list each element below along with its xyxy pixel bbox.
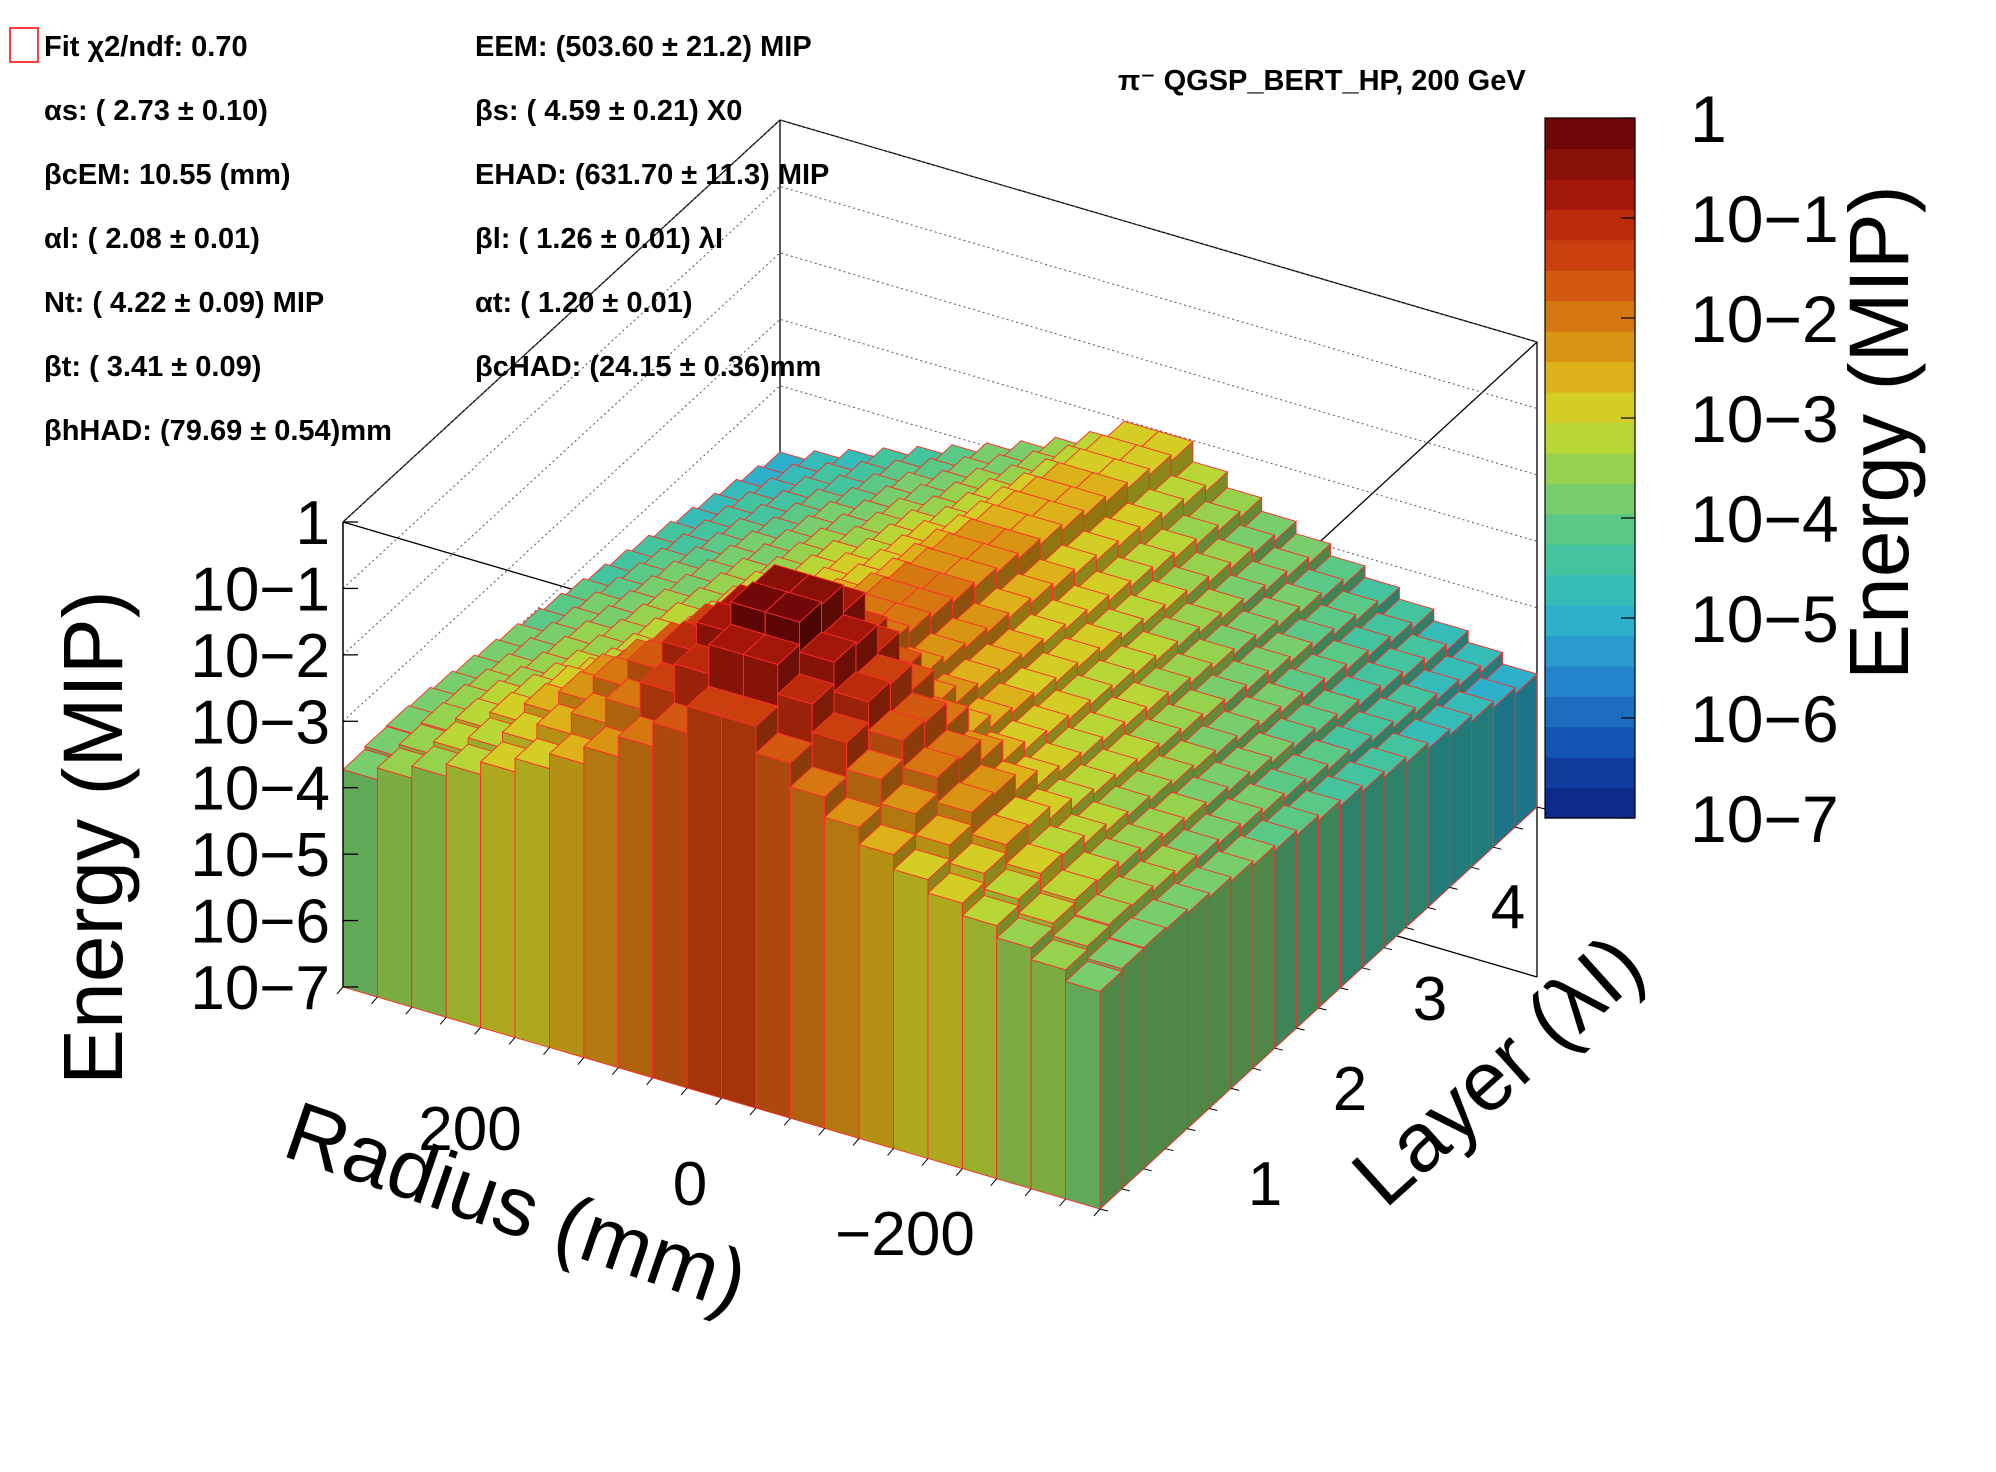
colorbar-swatch — [1545, 696, 1635, 728]
colorbar-swatch — [1545, 300, 1635, 332]
colorbar: 1 10−1 10−2 10−3 10−4 10−5 10−6 10−7 — [1544, 82, 1839, 856]
colorbar-swatch — [1545, 422, 1635, 454]
colorbar-tick-label: 10−6 — [1690, 682, 1839, 756]
z-tick-label: 10−4 — [190, 755, 330, 824]
colorbar-tick-label: 10−1 — [1690, 182, 1839, 256]
colorbar-swatch — [1545, 604, 1635, 636]
colorbar-swatch — [1545, 331, 1635, 363]
colorbar-swatch — [1545, 391, 1635, 423]
colorbar-swatch — [1545, 726, 1635, 758]
colorbar-swatch — [1545, 209, 1635, 241]
legend-entry-alpha-l: αl: ( 2.08 ± 0.01) — [44, 223, 260, 255]
z-tick-label: 10−1 — [190, 555, 330, 624]
z-axis-title: Energy (MIP) — [46, 590, 140, 1085]
colorbar-swatch — [1545, 665, 1635, 697]
y-tick-label: 3 — [1413, 965, 1447, 1034]
x-tick-label: 200 — [418, 1095, 521, 1164]
colorbar-swatch — [1545, 118, 1635, 150]
legend-entry-beta-l: βl: ( 1.26 ± 0.01) λI — [475, 223, 723, 255]
colorbar-swatch — [1545, 361, 1635, 393]
z-tick-label: 10−6 — [190, 888, 330, 957]
legend-entry-n-t: Nt: ( 4.22 ± 0.09) MIP — [44, 287, 324, 319]
colorbar-swatch — [1545, 513, 1635, 545]
legend-marker — [9, 27, 39, 63]
colorbar-swatch — [1545, 757, 1635, 789]
colorbar-swatch — [1545, 574, 1635, 606]
x-tick-label: −200 — [835, 1200, 975, 1269]
legend-entry-beta-s: βs: ( 4.59 ± 0.21) X0 — [475, 95, 742, 127]
colorbar-swatch — [1545, 635, 1635, 667]
y-tick-label: 2 — [1333, 1055, 1367, 1124]
y-tick-label: 1 — [1248, 1150, 1282, 1219]
colorbar-tick-label: 10−2 — [1690, 282, 1839, 356]
legend-entry-beta-h-had: βhHAD: (79.69 ± 0.54)mm — [44, 415, 392, 447]
legend-entry-e-had: EHAD: (631.70 ± 11.3) MIP — [475, 159, 829, 191]
lego-bar — [1064, 960, 1123, 1211]
x-tick-label: 0 — [673, 1150, 707, 1219]
chart-title: π⁻ QGSP_BERT_HP, 200 GeV — [1118, 65, 1526, 97]
colorbar-tick-label: 1 — [1690, 82, 1727, 156]
colorbar-swatch — [1545, 787, 1635, 819]
colorbar-swatch — [1545, 148, 1635, 180]
colorbar-title: Energy (MIP) — [1832, 185, 1926, 680]
legend-entry-beta-c-had: βcHAD: (24.15 ± 0.36)mm — [475, 351, 821, 383]
colorbar-swatch — [1545, 452, 1635, 484]
z-tick-label: 10−2 — [190, 622, 330, 691]
colorbar-swatch — [1545, 270, 1635, 302]
colorbar-tick-label: 10−7 — [1690, 782, 1839, 856]
colorbar-swatch — [1545, 483, 1635, 515]
colorbar-swatch — [1545, 239, 1635, 271]
z-tick-label: 10−5 — [190, 821, 330, 890]
colorbar-tick-label: 10−3 — [1690, 382, 1839, 456]
colorbar-swatch — [1545, 178, 1635, 210]
y-axis-title: Layer (λI) — [1334, 916, 1661, 1223]
legend-entry-fit: Fit χ2/ndf: 0.70 — [44, 31, 248, 63]
y-tick-label: 4 — [1491, 873, 1525, 942]
colorbar-tick-label: 10−4 — [1690, 482, 1839, 556]
legend-entry-alpha-s: αs: ( 2.73 ± 0.10) — [44, 95, 268, 127]
colorbar-tick-label: 10−5 — [1690, 582, 1839, 656]
z-tick-label: 10−7 — [190, 954, 330, 1023]
fit-legend: Fit χ2/ndf: 0.70 EEM: (503.60 ± 21.2) MIP… — [9, 27, 829, 447]
legend-entry-beta-c-em: βcEM: 10.55 (mm) — [44, 159, 291, 191]
legend-entry-e-em: EEM: (503.60 ± 21.2) MIP — [475, 31, 812, 63]
axes: 110−110−210−310−410−510−610−72000−200123… — [190, 489, 1546, 1269]
z-tick-label: 1 — [296, 489, 330, 558]
z-tick-label: 10−3 — [190, 688, 330, 757]
lego-bars — [342, 420, 1538, 1211]
legend-entry-alpha-t: αt: ( 1.20 ± 0.01) — [475, 287, 693, 319]
colorbar-swatch — [1545, 544, 1635, 576]
legend-entry-beta-t: βt: ( 3.41 ± 0.09) — [44, 351, 261, 383]
